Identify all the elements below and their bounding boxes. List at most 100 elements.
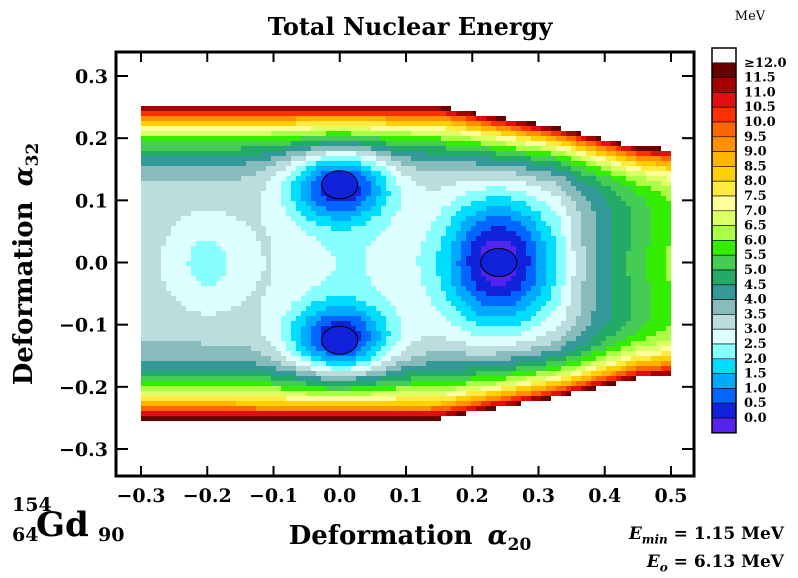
heatmap-cell bbox=[391, 216, 397, 222]
heatmap-cell bbox=[191, 416, 197, 422]
heatmap-cell bbox=[471, 181, 477, 187]
heatmap-cell bbox=[446, 126, 452, 132]
heatmap-cell bbox=[386, 291, 392, 297]
heatmap-cell bbox=[321, 76, 327, 82]
heatmap-cell bbox=[396, 421, 402, 425]
heatmap-cell bbox=[296, 191, 302, 197]
heatmap-cell bbox=[386, 266, 392, 272]
heatmap-cell bbox=[276, 321, 282, 327]
heatmap-cell bbox=[401, 421, 407, 425]
heatmap-cell bbox=[411, 136, 417, 142]
heatmap-cell bbox=[236, 201, 242, 207]
heatmap-cell bbox=[271, 91, 277, 97]
heatmap-cell bbox=[276, 366, 282, 372]
heatmap-cell bbox=[211, 371, 217, 377]
heatmap-cell bbox=[281, 406, 287, 412]
heatmap-cell bbox=[261, 371, 267, 377]
heatmap-cell bbox=[371, 396, 377, 402]
heatmap-cell bbox=[271, 266, 277, 272]
heatmap-cell bbox=[321, 366, 327, 372]
heatmap-cell bbox=[161, 181, 167, 187]
heatmap-cell bbox=[161, 166, 167, 172]
heatmap-cell bbox=[226, 251, 232, 257]
heatmap-cell bbox=[171, 321, 177, 327]
heatmap-cell bbox=[366, 306, 372, 312]
heatmap-cell bbox=[266, 271, 272, 277]
heatmap-cell bbox=[301, 276, 307, 282]
heatmap-cell bbox=[226, 111, 232, 117]
heatmap-cell bbox=[196, 416, 202, 422]
heatmap-cell bbox=[146, 346, 152, 352]
heatmap-cell bbox=[271, 281, 277, 287]
heatmap-cell bbox=[431, 171, 437, 177]
heatmap-cell bbox=[406, 106, 412, 112]
heatmap-cell bbox=[446, 211, 452, 217]
heatmap-cell bbox=[301, 236, 307, 242]
heatmap-cell bbox=[286, 411, 292, 417]
heatmap-cell bbox=[181, 121, 187, 127]
heatmap-cell bbox=[236, 361, 242, 367]
heatmap-cell bbox=[366, 161, 372, 167]
heatmap-cell bbox=[381, 346, 387, 352]
heatmap-cell bbox=[176, 266, 182, 272]
heatmap-cell bbox=[171, 256, 177, 262]
heatmap-cell bbox=[461, 226, 467, 232]
heatmap-cell bbox=[361, 396, 367, 402]
heatmap-cell bbox=[266, 406, 272, 412]
heatmap-cell bbox=[416, 266, 422, 272]
heatmap-cell bbox=[281, 106, 287, 112]
heatmap-cell bbox=[231, 286, 237, 292]
heatmap-cell bbox=[166, 166, 172, 172]
heatmap-cell bbox=[436, 296, 442, 302]
heatmap-cell bbox=[346, 316, 352, 322]
heatmap-cell bbox=[316, 296, 322, 302]
heatmap-cell bbox=[226, 356, 232, 362]
heatmap-cell bbox=[371, 186, 377, 192]
heatmap-cell bbox=[266, 241, 272, 247]
heatmap-cell bbox=[301, 96, 307, 102]
heatmap-cell bbox=[376, 291, 382, 297]
heatmap-cell bbox=[446, 216, 452, 222]
heatmap-cell bbox=[251, 166, 257, 172]
heatmap-cell bbox=[231, 146, 237, 152]
heatmap-cell bbox=[281, 236, 287, 242]
heatmap-cell bbox=[286, 306, 292, 312]
heatmap-cell bbox=[191, 316, 197, 322]
heatmap-cell bbox=[316, 401, 322, 407]
heatmap-cell bbox=[461, 181, 467, 187]
heatmap-cell bbox=[181, 276, 187, 282]
heatmap-cell bbox=[321, 316, 327, 322]
heatmap-cell bbox=[411, 151, 417, 157]
heatmap-cell bbox=[196, 241, 202, 247]
heatmap-cell bbox=[451, 136, 457, 142]
heatmap-cell bbox=[241, 246, 247, 252]
heatmap-cell bbox=[266, 391, 272, 397]
heatmap-cell bbox=[286, 176, 292, 182]
heatmap-cell bbox=[316, 231, 322, 237]
heatmap-cell bbox=[226, 366, 232, 372]
heatmap-cell bbox=[381, 176, 387, 182]
heatmap-cell bbox=[406, 416, 412, 422]
heatmap-cell bbox=[356, 206, 362, 212]
heatmap-cell bbox=[196, 256, 202, 262]
heatmap-cell bbox=[211, 386, 217, 392]
heatmap-cell bbox=[166, 386, 172, 392]
heatmap-cell bbox=[286, 86, 292, 92]
heatmap-cell bbox=[276, 101, 282, 107]
heatmap-cell bbox=[296, 221, 302, 227]
heatmap-cell bbox=[236, 221, 242, 227]
heatmap-cell bbox=[461, 291, 467, 297]
heatmap-cell bbox=[431, 141, 437, 147]
heatmap-cell bbox=[376, 76, 382, 82]
heatmap-cell bbox=[426, 346, 432, 352]
heatmap-cell bbox=[266, 126, 272, 132]
heatmap-cell bbox=[221, 96, 227, 102]
heatmap-cell bbox=[461, 271, 467, 277]
heatmap-cell bbox=[246, 251, 252, 257]
heatmap-cell bbox=[256, 376, 262, 382]
heatmap-cell bbox=[146, 266, 152, 272]
heatmap-cell bbox=[166, 306, 172, 312]
heatmap-cell bbox=[371, 251, 377, 257]
heatmap-cell bbox=[386, 246, 392, 252]
heatmap-cell bbox=[186, 251, 192, 257]
